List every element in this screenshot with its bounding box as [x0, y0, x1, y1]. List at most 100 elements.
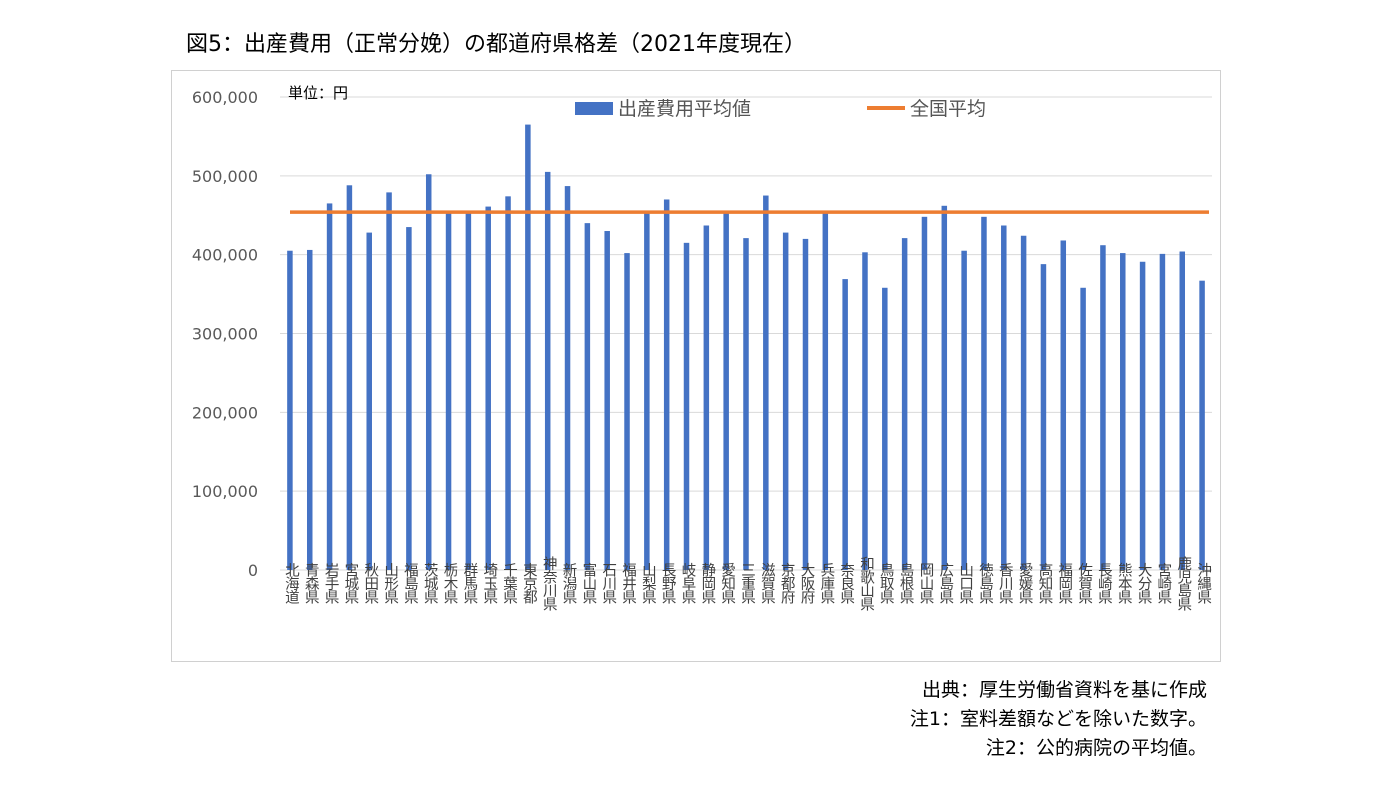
bar [1001, 225, 1007, 570]
bar [802, 238, 809, 570]
x-tick-label: 滋賀県 [759, 563, 775, 605]
y-tick-label: 0 [248, 561, 258, 580]
x-tick-label: 香川県 [997, 563, 1013, 605]
x-tick-label: 福島県 [402, 563, 418, 605]
x-tick-label: 長崎県 [1096, 563, 1112, 605]
bar [842, 279, 848, 570]
bar [862, 252, 868, 570]
y-tick-label: 200,000 [192, 403, 258, 422]
x-tick-label: 岡山県 [917, 563, 933, 605]
x-tick-label: 宮城県 [342, 563, 358, 605]
note-1: 注1：室料差額などを除いた数字。 [909, 708, 1207, 730]
x-tick-label: 山口県 [957, 563, 973, 605]
bar [981, 216, 987, 570]
bar [961, 250, 967, 570]
y-tick-label: 600,000 [192, 88, 258, 107]
x-tick-label: 三重県 [739, 563, 755, 605]
bar [1080, 287, 1086, 570]
bar [346, 185, 353, 570]
x-tick-label: 熊本県 [1116, 563, 1132, 605]
x-tick-label: 群馬県 [461, 563, 477, 605]
x-tick-label: 長野県 [660, 563, 676, 605]
bar [287, 250, 293, 570]
x-tick-label: 鹿児島県 [1175, 556, 1191, 612]
x-tick-label: 新潟県 [561, 563, 577, 605]
bar [1199, 280, 1205, 570]
bar [822, 212, 829, 570]
bar [683, 242, 690, 570]
y-tick-label: 400,000 [192, 246, 258, 265]
chart-area: 0 100,000 200,000 300,000 400,000 500,000 600,… [171, 70, 1221, 662]
x-tick-label: 石川県 [600, 563, 616, 605]
x-tick-label: 宮崎県 [1155, 563, 1171, 605]
x-tick-label: 東京都 [521, 563, 537, 605]
bar [921, 216, 928, 570]
legend-label-average: 全国平均 [910, 98, 986, 120]
bar [624, 253, 630, 570]
y-tick-label: 500,000 [192, 167, 258, 186]
x-tick-label: 埼玉県 [481, 563, 497, 605]
x-tick-label: 鳥取県 [878, 563, 894, 605]
unit-label: 単位：円 [288, 84, 348, 102]
x-tick-label: 富山県 [580, 562, 596, 605]
x-tick-label: 岩手県 [323, 563, 339, 605]
x-tick-label: 愛知県 [719, 563, 735, 605]
y-tick-label: 300,000 [192, 325, 258, 344]
legend-swatch-bars [575, 102, 613, 115]
bar [1100, 245, 1106, 570]
x-tick-label: 佐賀県 [1076, 563, 1092, 605]
bar [1120, 253, 1126, 570]
x-tick-label: 奈良県 [838, 563, 854, 605]
x-tick-label: 栃木県 [442, 563, 458, 605]
bar [743, 238, 749, 570]
bar [326, 203, 333, 571]
x-tick-label: 山梨県 [640, 563, 656, 605]
x-tick-label: 山形県 [382, 563, 398, 605]
y-tick-label: 100,000 [192, 482, 258, 501]
x-tick-label: 北海道 [283, 563, 299, 605]
legend: 出産費用平均値 全国平均 [575, 98, 986, 120]
x-tick-label: 大分県 [1136, 563, 1152, 605]
bar [366, 232, 372, 571]
bar [604, 231, 610, 570]
x-tick-label: 徳島県 [977, 563, 993, 605]
x-tick-label: 京都府 [779, 563, 795, 606]
x-tick-label: 高知県 [1036, 563, 1052, 605]
x-tick-label: 兵庫県 [818, 563, 834, 605]
legend-label-bars: 出産費用平均値 [618, 98, 751, 120]
x-tick-label: 福岡県 [1056, 563, 1072, 605]
x-tick-label: 福井県 [620, 563, 636, 605]
x-tick-label: 和歌山県 [858, 556, 874, 612]
bar [584, 223, 591, 570]
x-tick-label: 広島県 [937, 563, 953, 605]
x-tick-label: 静岡県 [699, 563, 715, 605]
note-2: 注2：公的病院の平均値。 [985, 737, 1207, 759]
bar-chart: 0 100,000 200,000 300,000 400,000 500,000 600,… [192, 84, 1212, 612]
bar [564, 186, 571, 570]
bar [465, 212, 472, 570]
bar [1179, 251, 1186, 570]
bar [485, 206, 491, 570]
bar [782, 232, 789, 571]
bar [763, 195, 769, 570]
x-tick-label: 島根県 [898, 563, 914, 605]
bar [445, 212, 452, 570]
bar [644, 212, 650, 570]
bar [901, 238, 908, 570]
bar [723, 212, 729, 570]
bar [663, 199, 670, 570]
figure-title: 図5：出産費用（正常分娩）の都道府県格差（2021年度現在） [186, 32, 806, 57]
x-tick-label: 青森県 [303, 563, 319, 605]
bar [1040, 264, 1047, 570]
bar [544, 171, 551, 570]
bar [505, 196, 511, 570]
x-tick-label: 秋田県 [362, 563, 378, 605]
bar [425, 174, 432, 571]
bar [406, 227, 412, 570]
bar [703, 225, 710, 570]
bar [882, 287, 888, 570]
x-tick-label: 沖縄県 [1195, 563, 1211, 605]
bar [1159, 253, 1166, 570]
notes: 出典：厚生労働省資料を基に作成 注1：室料差額などを除いた数字。 注2：公的病院… [910, 676, 1207, 763]
x-tick-label: 愛媛県 [1017, 563, 1033, 605]
